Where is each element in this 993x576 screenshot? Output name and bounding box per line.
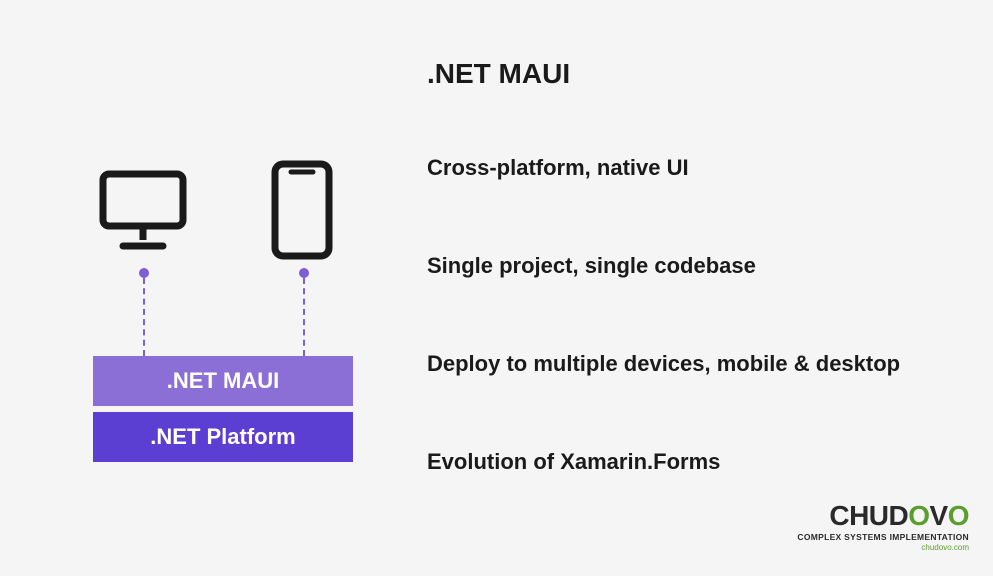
logo-url: chudovo.com (797, 543, 969, 552)
layer-block-maui: .NET MAUI (93, 356, 353, 406)
connector-line (303, 278, 305, 356)
logo-wordmark: CHUDOVO (797, 502, 969, 530)
desktop-monitor-icon (99, 170, 187, 252)
feature-item: Deploy to multiple devices, mobile & des… (427, 351, 900, 377)
logo-text-part: V (930, 500, 948, 531)
logo-tagline: COMPLEX SYSTEMS IMPLEMENTATION (797, 532, 969, 542)
layer-label: .NET MAUI (167, 368, 279, 394)
layer-block-platform: .NET Platform (93, 412, 353, 462)
connector-dot (299, 268, 309, 278)
page-title: .NET MAUI (427, 58, 570, 90)
connector-dot (139, 268, 149, 278)
logo-text-accent: O (948, 500, 969, 531)
layer-label: .NET Platform (150, 424, 295, 450)
mobile-phone-icon (271, 160, 333, 260)
feature-list: Cross-platform, native UI Single project… (427, 155, 900, 475)
feature-item: Cross-platform, native UI (427, 155, 900, 181)
logo-text-accent: O (908, 500, 929, 531)
feature-item: Single project, single codebase (427, 253, 900, 279)
feature-item: Evolution of Xamarin.Forms (427, 449, 900, 475)
logo-text-part: CHUD (829, 500, 908, 531)
brand-logo: CHUDOVO COMPLEX SYSTEMS IMPLEMENTATION c… (797, 502, 969, 552)
architecture-diagram: .NET MAUI .NET Platform (93, 160, 353, 462)
connector-line (143, 278, 145, 356)
